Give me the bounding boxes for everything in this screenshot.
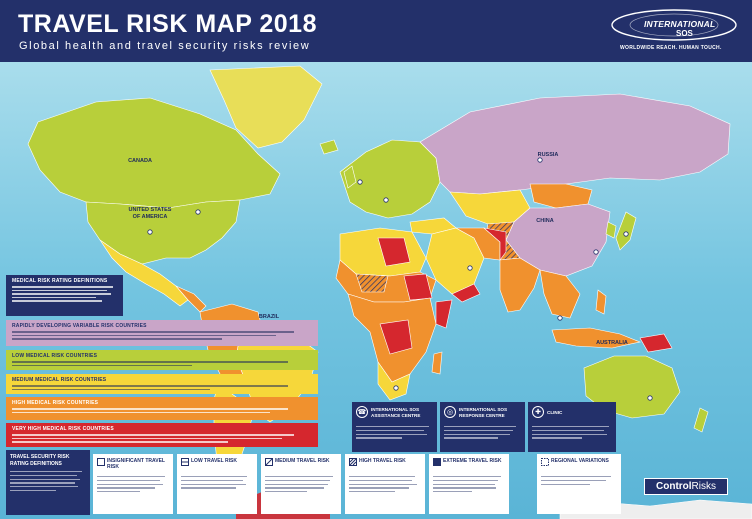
travel-medium-box: MEDIUM TRAVEL RISK [261, 454, 341, 514]
very-high-medical-title: VERY HIGH MEDICAL RISK COUNTRIES [12, 426, 114, 432]
country-russia[interactable] [419, 93, 731, 195]
regional-variations-title: REGIONAL VARIATIONS [551, 458, 609, 464]
country-japan[interactable] [615, 211, 637, 251]
assistance-pin[interactable] [623, 231, 629, 237]
globe-icon: ◎ [444, 406, 456, 418]
low-medical-panel: LOW MEDICAL RISK COUNTRIES [6, 350, 318, 370]
travel-low-title: LOW TRAVEL RISK [191, 458, 237, 464]
country-new-zealand[interactable] [693, 407, 709, 433]
label-usa-line2: OF AMERICA [132, 213, 168, 220]
travel-definitions-panel: TRAVEL SECURITY RISK RATING DEFINITIONS [6, 450, 90, 515]
phone-icon: ☎ [356, 406, 368, 418]
label-russia: RUSSIA [537, 152, 559, 158]
clinic-cross-icon: ✚ [532, 406, 544, 418]
logo-line2: SOS [676, 29, 693, 38]
country-south-africa[interactable] [377, 361, 411, 401]
assistance-pin[interactable] [557, 315, 563, 321]
travel-high-box: HIGH TRAVEL RISK [345, 454, 425, 514]
page-title: TRAVEL RISK MAP 2018 [18, 10, 317, 38]
insignificant-swatch-icon [97, 458, 105, 466]
assistance-pin[interactable] [147, 229, 153, 235]
medical-definitions-panel: MEDICAL RISK RATING DEFINITIONS [6, 275, 123, 316]
logo-tagline: WORLDWIDE REACH. HUMAN TOUCH. [620, 45, 722, 51]
region-southeast-asia[interactable] [539, 269, 581, 319]
globe-logo-icon [611, 9, 737, 41]
clinic-title: CLINIC [547, 410, 563, 415]
country-uk[interactable] [343, 165, 357, 189]
assistance-pin[interactable] [537, 157, 543, 163]
low-swatch-icon [181, 458, 189, 466]
country-yemen[interactable] [451, 283, 481, 303]
country-sudan[interactable] [403, 273, 433, 301]
country-png[interactable] [639, 333, 673, 353]
clinic-box: ✚ CLINIC [528, 402, 616, 452]
travel-insignificant-box: INSIGNIFICANT TRAVEL RISK [93, 454, 173, 514]
country-mexico[interactable] [99, 239, 189, 307]
travel-high-title: HIGH TRAVEL RISK [359, 458, 406, 464]
country-greenland[interactable] [209, 65, 323, 149]
header-banner: TRAVEL RISK MAP 2018 Global health and t… [0, 0, 752, 62]
travel-extreme-box: EXTREME TRAVEL RISK [429, 454, 509, 514]
country-somalia[interactable] [435, 299, 453, 329]
assistance-pin[interactable] [383, 197, 389, 203]
country-philippines[interactable] [595, 289, 607, 315]
label-usa: UNITED STATES OF AMERICA [128, 207, 172, 220]
control-risks-part2: Risks [691, 481, 716, 492]
logo-line1: INTERNATIONAL [644, 19, 716, 29]
country-korea[interactable] [605, 221, 617, 239]
label-brazil: BRAZIL [258, 314, 280, 320]
control-risks-part1: Control [656, 481, 692, 492]
assistance-pin[interactable] [593, 249, 599, 255]
assistance-pin[interactable] [467, 265, 473, 271]
medical-definitions-title: MEDICAL RISK RATING DEFINITIONS [12, 278, 108, 284]
assistance-centre-box: ☎ INTERNATIONAL SOS ASSISTANCE CENTRE [352, 402, 437, 452]
label-china: CHINA [536, 218, 554, 224]
country-central-america[interactable] [175, 285, 207, 313]
regional-swatch-icon [541, 458, 549, 466]
high-medical-title: HIGH MEDICAL RISK COUNTRIES [12, 400, 99, 406]
country-libya[interactable] [377, 237, 411, 267]
country-indonesia[interactable] [551, 327, 642, 349]
country-madagascar[interactable] [431, 351, 443, 375]
country-iceland[interactable] [319, 139, 339, 155]
control-risks-logo: ControlRisks [644, 478, 728, 495]
assistance-pin[interactable] [195, 209, 201, 215]
label-canada: CANADA [128, 158, 152, 164]
high-swatch-icon [349, 458, 357, 466]
country-drc[interactable] [379, 319, 413, 355]
medium-medical-title: MEDIUM MEDICAL RISK COUNTRIES [12, 377, 107, 383]
response-centre-box: ◎ INTERNATIONAL SOS RESPONSE CENTRE [440, 402, 525, 452]
regional-variations-box: REGIONAL VARIATIONS [537, 454, 621, 514]
medium-swatch-icon [265, 458, 273, 466]
assistance-pin[interactable] [393, 385, 399, 391]
label-australia: AUSTRALIA [596, 340, 628, 346]
assistance-centre-title: INTERNATIONAL SOS ASSISTANCE CENTRE [371, 407, 421, 418]
country-mali-niger[interactable] [355, 273, 389, 293]
assistance-pin[interactable] [357, 179, 363, 185]
travel-medium-title: MEDIUM TRAVEL RISK [275, 458, 330, 464]
rapid-risk-title: RAPIDLY DEVELOPING VARIABLE RISK COUNTRI… [12, 323, 147, 329]
travel-extreme-title: EXTREME TRAVEL RISK [443, 458, 502, 464]
travel-definitions-title: TRAVEL SECURITY RISK RATING DEFINITIONS [10, 454, 70, 467]
travel-insignificant-title: INSIGNIFICANT TRAVEL RISK [107, 458, 165, 470]
very-high-medical-panel: VERY HIGH MEDICAL RISK COUNTRIES [6, 423, 318, 447]
extreme-swatch-icon [433, 458, 441, 466]
assistance-pin[interactable] [647, 395, 653, 401]
page-subtitle: Global health and travel security risks … [19, 40, 311, 52]
rapid-risk-panel: RAPIDLY DEVELOPING VARIABLE RISK COUNTRI… [6, 320, 318, 346]
label-usa-line1: UNITED STATES [128, 207, 172, 213]
high-medical-panel: HIGH MEDICAL RISK COUNTRIES [6, 397, 318, 420]
travel-low-box: LOW TRAVEL RISK [177, 454, 257, 514]
international-sos-logo: INTERNATIONAL SOS WORLDWIDE REACH. HUMAN… [608, 8, 740, 58]
medium-medical-panel: MEDIUM MEDICAL RISK COUNTRIES [6, 374, 318, 394]
country-india[interactable] [499, 257, 541, 313]
country-afghanistan-pakistan[interactable] [482, 227, 507, 261]
response-centre-title: INTERNATIONAL SOS RESPONSE CENTRE [459, 407, 508, 418]
low-medical-title: LOW MEDICAL RISK COUNTRIES [12, 353, 98, 359]
region-europe[interactable] [339, 139, 441, 219]
